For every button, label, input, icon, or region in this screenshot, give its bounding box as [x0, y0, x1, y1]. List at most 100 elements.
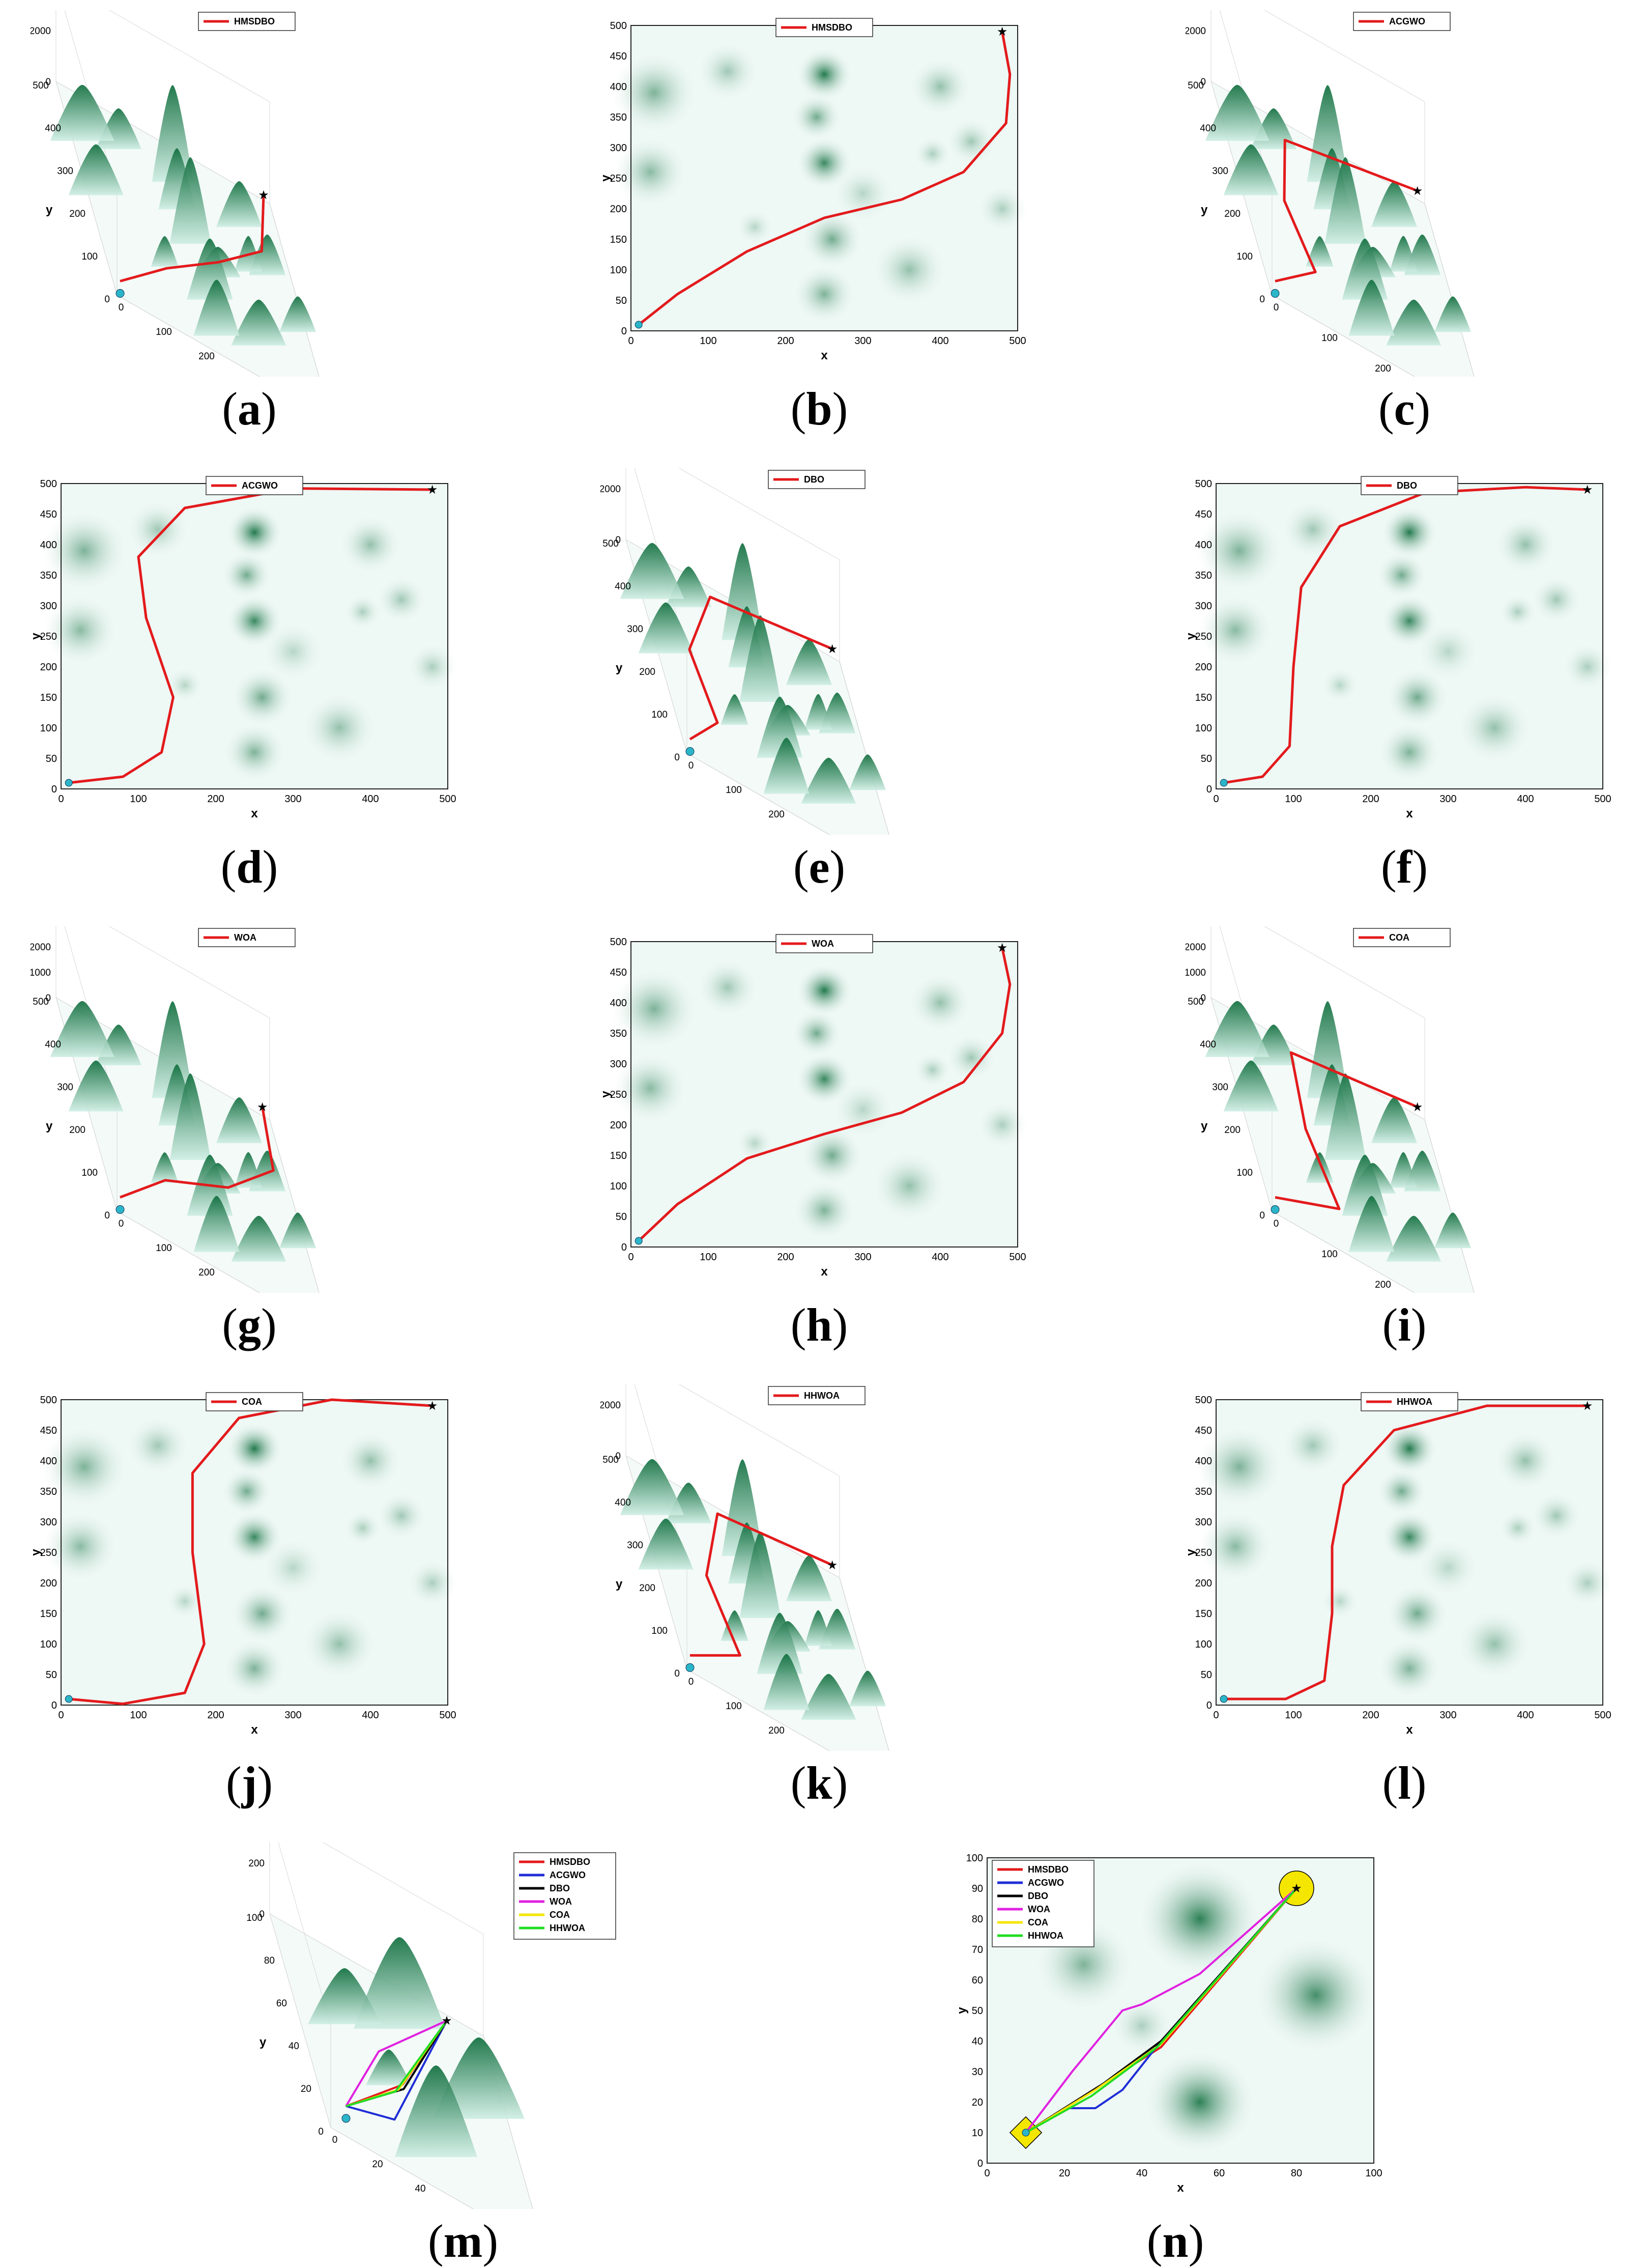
panel-i-caption: (i) — [1382, 1299, 1427, 1351]
y-axis-label: y — [31, 633, 43, 640]
x-tick-label: 400 — [932, 335, 948, 347]
y-tick-label: 200 — [639, 667, 655, 677]
start-marker — [635, 1237, 643, 1245]
start-marker — [1220, 1695, 1228, 1703]
terrain-peak — [223, 723, 285, 781]
y-tick-label: 250 — [610, 173, 627, 184]
panel-j-chart: 0 100 200 300 400 500 0 50 100 150 200 250 300 350 400… — [31, 1392, 457, 1737]
y-tick-label: 250 — [40, 631, 57, 642]
legend: HHWOA — [1361, 1392, 1458, 1411]
terrain-peak — [793, 265, 855, 323]
y-tick-label: 300 — [610, 143, 627, 154]
terrain-peak — [1324, 157, 1366, 244]
terrain-peak — [1381, 1511, 1437, 1564]
y-axis-label: y — [1201, 203, 1208, 217]
terrain-peak — [231, 299, 286, 346]
z-tick-label: 0 — [1200, 77, 1206, 88]
x-tick-label: 100 — [1321, 1249, 1338, 1260]
start-marker — [116, 289, 125, 298]
terrain-peak — [169, 1073, 211, 1160]
legend-label: ACGWO — [1389, 16, 1425, 26]
y-tick-label: 50 — [1201, 753, 1212, 764]
terrain-peak — [977, 185, 1027, 232]
legend-label: HHWOA — [1028, 1931, 1063, 1941]
terrain-peak — [804, 694, 832, 730]
panel-c-caption: (c) — [1378, 383, 1431, 435]
panel-a-caption: (a) — [222, 383, 277, 435]
terrain-peak — [720, 1610, 748, 1641]
y-tick-label: 400 — [615, 581, 631, 592]
goal-marker: ★ — [997, 25, 1008, 39]
z-tick-label: 1000 — [1186, 968, 1206, 978]
y-tick-label: 450 — [610, 51, 627, 62]
path-line — [345, 2020, 448, 2107]
path-line — [1224, 1404, 1588, 1700]
terrain-peak — [613, 137, 687, 207]
terrain-peak — [1307, 85, 1348, 182]
x-tick-label: 100 — [1365, 2168, 1382, 2179]
y-axis-label: y — [1201, 1119, 1208, 1133]
z-tick-label: 2000 — [1186, 26, 1206, 37]
y-tick-label: 350 — [40, 1486, 57, 1497]
terrain-peak — [1321, 1583, 1359, 1619]
terrain-peak — [946, 118, 996, 165]
terrain-peak — [1371, 1097, 1417, 1143]
terrain-peak — [1390, 1152, 1417, 1188]
path-line — [1275, 138, 1418, 282]
terrain-peak — [1434, 1212, 1472, 1249]
terrain-peak — [166, 1583, 204, 1619]
terrain-peak — [152, 1001, 193, 1098]
y-tick-label: 400 — [40, 540, 57, 551]
y-tick-label: 250 — [610, 1089, 627, 1100]
terrain-peak — [763, 1654, 810, 1710]
y-tick-label: 0 — [1206, 784, 1212, 795]
y-tick-label: 500 — [602, 538, 619, 549]
terrain-peak — [786, 1555, 832, 1601]
terrain-peak — [127, 1416, 189, 1475]
x-tick-label: 100 — [1285, 1710, 1302, 1721]
y-tick-label: 100 — [246, 1913, 263, 1923]
y-tick-label: 200 — [639, 1583, 655, 1594]
terrain-peak — [872, 235, 947, 305]
x-tick-label: 500 — [439, 793, 456, 805]
y-tick-label: 200 — [610, 204, 627, 215]
legend: HMSDBO ACGWO DBO WOA COA HHWOA — [992, 1860, 1094, 1947]
y-tick-label: 200 — [610, 1120, 627, 1131]
goal-marker: ★ — [827, 642, 838, 656]
x-tick-label: 300 — [241, 1292, 257, 1293]
panel-d-caption: (d) — [220, 841, 278, 893]
terrain-peak — [792, 1010, 842, 1057]
terrain-peak — [804, 1610, 832, 1646]
z-tick-label: 3000 — [31, 926, 51, 927]
terrain-peak — [909, 974, 971, 1032]
terrain-peak — [611, 52, 698, 133]
terrain-peak — [1348, 279, 1395, 336]
y-tick-label: 400 — [1195, 1456, 1212, 1467]
y-tick-label: 500 — [40, 478, 57, 490]
terrain-peak — [1196, 1426, 1283, 1508]
panel-k-chart: 0100200300400500010020030040050002000400… — [600, 1384, 889, 1751]
x-tick-label: 200 — [1375, 363, 1391, 374]
terrain-peak — [68, 144, 124, 195]
y-tick-label: 100 — [610, 265, 627, 276]
x-tick-label: 100 — [130, 793, 147, 805]
terrain-peak — [339, 516, 401, 574]
goal-marker: ★ — [1582, 1399, 1593, 1413]
x-tick-label: 300 — [854, 1252, 871, 1263]
caption-letter: c — [1394, 383, 1415, 435]
caption-letter: l — [1398, 1757, 1411, 1809]
legend-label: DBO — [804, 474, 824, 485]
panel-b-caption: (b) — [790, 383, 848, 435]
legend-label: HHWOA — [804, 1391, 840, 1401]
terrain-peak — [638, 1518, 694, 1570]
x-tick-label: 0 — [1213, 1710, 1219, 1721]
y-tick-label: 400 — [45, 123, 61, 134]
legend: ACGWO — [206, 476, 303, 495]
x-tick-label: 100 — [156, 1243, 172, 1254]
terrain-peak — [1562, 1560, 1612, 1606]
terrain-peak — [127, 500, 189, 558]
y-tick-label: 60 — [972, 1975, 983, 1986]
y-tick-label: 70 — [972, 1944, 983, 1955]
y-tick-label: 150 — [610, 234, 627, 245]
terrain-peak — [801, 210, 863, 268]
